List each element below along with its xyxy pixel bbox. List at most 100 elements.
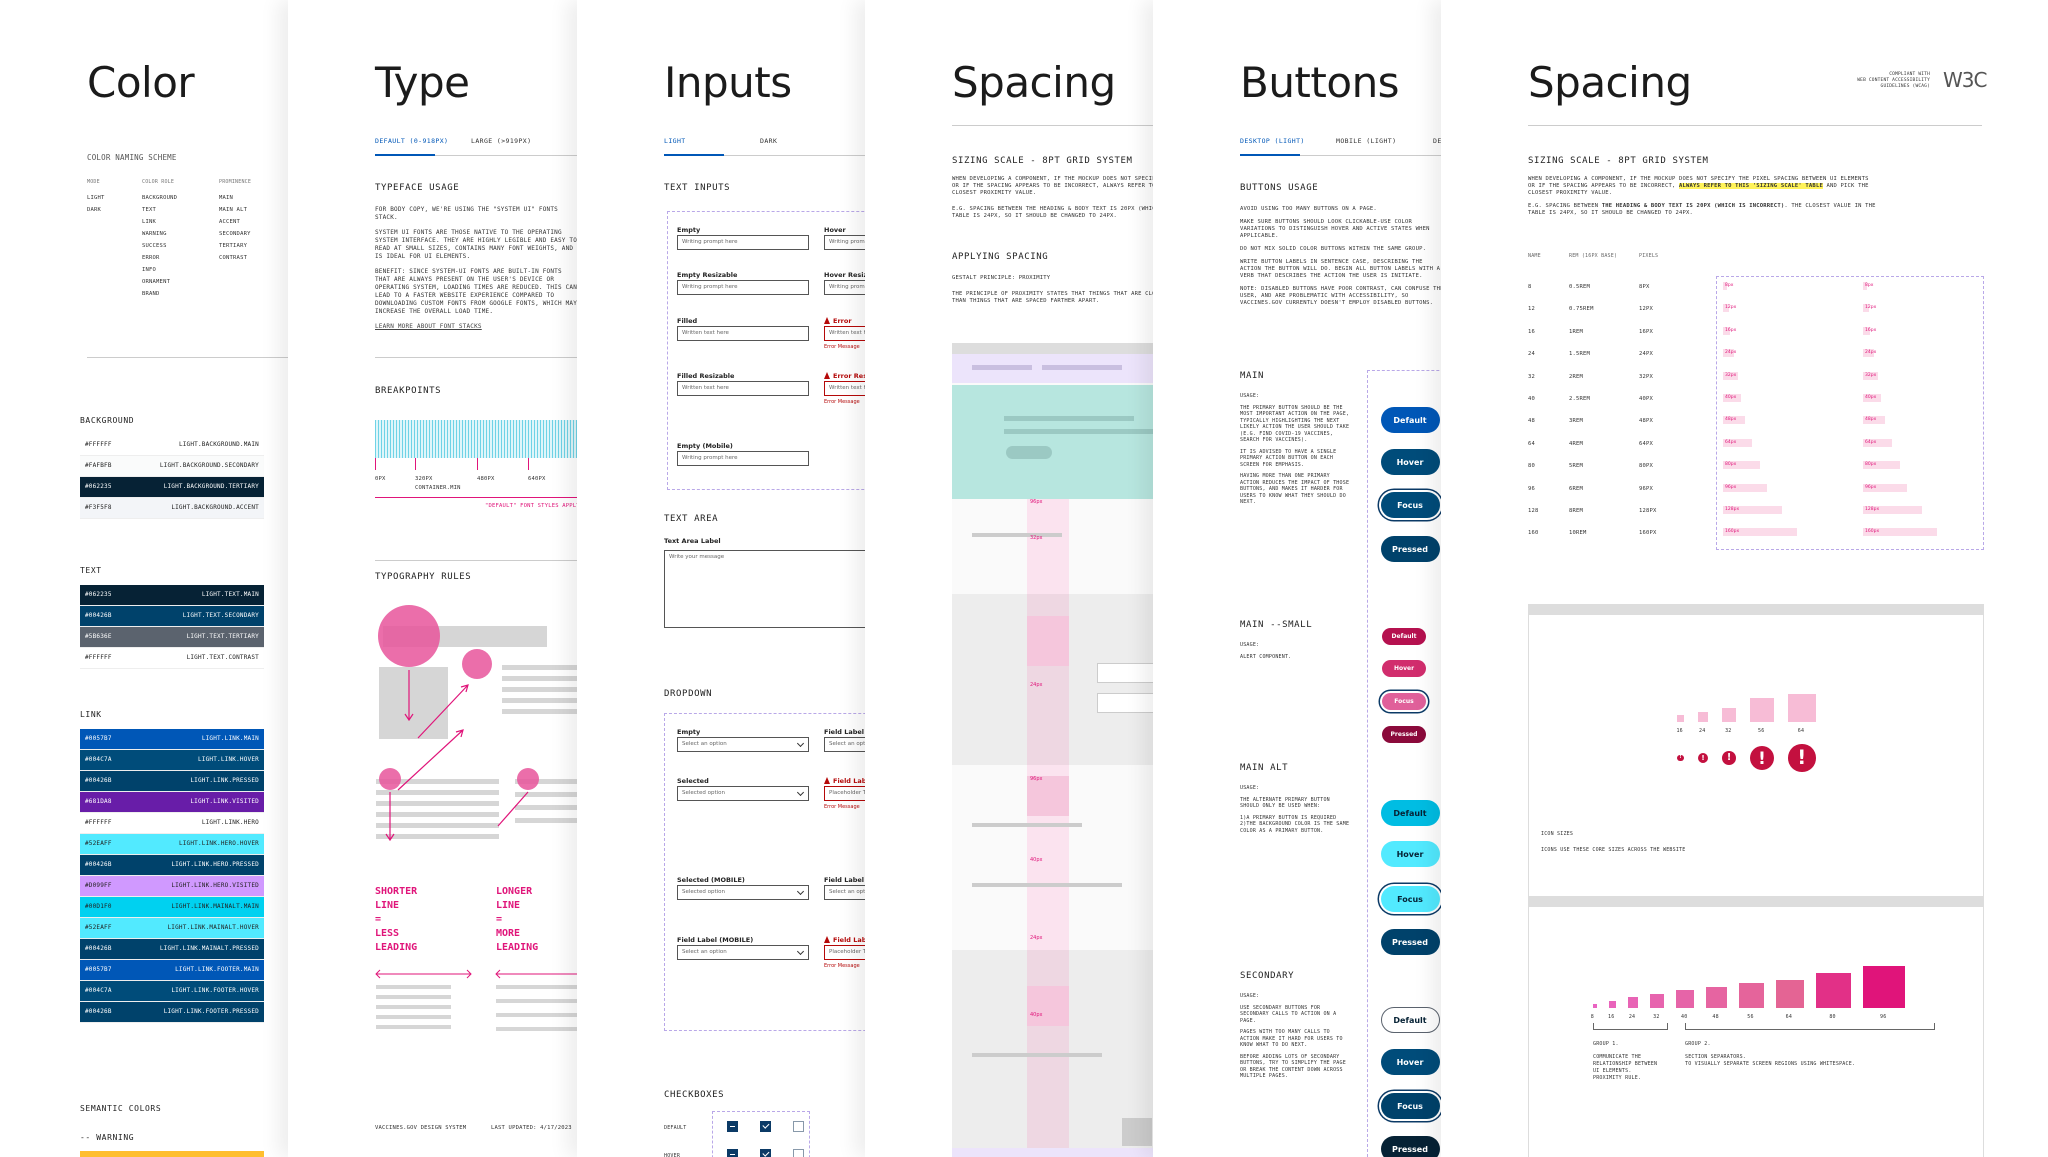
select[interactable]: Selected option [677,885,809,900]
bar-label: 32px [1725,372,1737,378]
button[interactable]: Default [1380,407,1440,433]
group-size-label: 64 [1785,1014,1793,1020]
section-heading: APPLYING SPACING [952,252,1049,262]
row-px: 80PX [1639,463,1654,470]
paragraph: FOR BODY COPY, WE'RE USING THE "SYSTEM U… [375,206,558,221]
group-size-label: 8 [1590,1014,1594,1020]
text-input[interactable]: Written text here [677,381,809,396]
swatch-hex: #004C7A [85,756,112,763]
bar-label: 48px [1725,417,1737,423]
button[interactable]: Default [1382,628,1426,645]
row-rem: 0.5REM [1569,284,1591,290]
breakpoint-label: 640PX [528,476,546,482]
alert-icon: ! [1677,754,1684,762]
error-message: Error Message [824,963,860,969]
section-heading: COLOR NAMING SCHEME [87,153,177,162]
button[interactable]: Hover [1380,841,1440,867]
field-label: Empty [677,226,701,234]
button[interactable]: Focus [1380,886,1440,912]
checkbox[interactable] [760,1149,771,1157]
select[interactable]: Select an option [677,945,809,960]
button[interactable]: Pressed [1380,1136,1440,1157]
alert-icon: ! [1722,751,1736,765]
checkbox[interactable] [760,1121,771,1132]
group-heading: MAIN --SMALL [1240,620,1313,630]
spacing-bar [1723,461,1760,470]
button[interactable]: Pressed [1382,726,1426,743]
button[interactable]: Default [1380,800,1440,826]
table-header: NAME [1528,253,1541,259]
usage-text: USAGE: [1240,993,1260,999]
text-input[interactable]: Writing prompt here [677,280,809,295]
select[interactable]: Selected option [677,786,809,801]
select[interactable]: Select an option [677,737,809,752]
button[interactable]: Default [1380,1007,1440,1033]
bar-label: 128px [1865,507,1880,512]
swatch: #062235 LIGHT.TEXT.MAIN [80,585,264,606]
swatch-token: LIGHT.BACKGROUND.TERTIARY [163,483,259,490]
row-px: 160PX [1639,530,1657,537]
group-usage: USAGE: THE PRIMARY BUTTON SHOULD BE THE M… [1240,393,1352,511]
button[interactable]: Pressed [1380,929,1440,955]
rule-line: LEADING [375,942,418,953]
usage-text: HAVING MORE THAN ONE PRIMARY ACTION REDU… [1240,473,1350,505]
swatch-hex: #0057B7 [85,966,112,973]
button[interactable]: Focus [1380,1093,1440,1119]
row-rem: 4REM [1569,440,1584,447]
column-header: PROMINENCE [219,179,252,185]
naming-item: TEXT [142,207,157,213]
group-size-label: 16 [1608,1014,1615,1020]
spacing-bar [1723,416,1746,425]
button[interactable]: Pressed [1380,536,1440,562]
footer-text: LAST UPDATED: 4/17/2023 [491,1125,572,1131]
section-heading: TYPOGRAPHY RULES [375,572,472,582]
section-heading: BUTTONS USAGE [1240,183,1319,193]
button[interactable]: Focus [1380,492,1440,518]
palette-subheading: -- WARNING [80,1133,135,1142]
alert-icon: ! [1697,752,1709,764]
row-rem: 1REM [1569,328,1584,335]
section-heading: BREAKPOINTS [375,386,442,396]
spacing-bar [1863,506,1922,514]
checkbox[interactable] [727,1121,738,1132]
icon-square [1722,708,1736,722]
text-input[interactable]: Written text here [677,326,809,341]
rule-line: SHORTER [375,886,418,897]
row-name: 64 [1528,440,1536,447]
bar-label: 24px [1865,350,1877,356]
breakpoint-tick [415,458,416,470]
checkbox[interactable] [793,1149,804,1157]
wcag-line: WEB CONTENT ACCESSIBILITY [1857,78,1930,83]
button[interactable]: Hover [1380,1049,1440,1075]
swatch-token: LIGHT.TEXT.SECONDARY [182,612,259,619]
button[interactable]: Focus [1382,693,1426,710]
wcag-text: COMPLIANT WITH WEB CONTENT ACCESSIBILITY G… [1857,72,1930,90]
section-heading: CHECKBOXES [664,1090,725,1100]
paragraph: WRITE BUTTON LABELS IN SENTENCE CASE, DE… [1240,259,1441,279]
button[interactable]: Hover [1382,660,1426,677]
bar-label: 160px [1725,529,1740,535]
icon-size-label: 32 [1725,728,1732,734]
paragraph: E.G. SPACING BETWEEN THE HEADING & BODY … [1528,203,1878,217]
rule-line: LINE [496,900,521,911]
group-square [1705,986,1727,1008]
naming-item: ORNAMENT [142,279,171,285]
divider [87,357,330,358]
checkbox[interactable] [727,1149,738,1157]
checkbox[interactable] [793,1121,804,1132]
text-input[interactable]: Writing prompt here [677,235,809,250]
button[interactable]: Hover [1380,449,1440,475]
text-run: AND PICK THE CLOSEST PROXIMITY VALUE. [1528,183,1869,196]
text-input[interactable]: Writing prompt here [677,451,809,466]
group-text: COMMUNICATE THE RELATIONSHIP BETWEEN UI EL… [1593,1054,1657,1082]
divider [1528,125,1982,126]
link[interactable]: LEARN MORE ABOUT FONT STACKS [375,323,482,330]
swatch-token: LIGHT.LINK.PRESSED [190,777,259,784]
breakpoint-label: 0PX [375,476,386,482]
spacing-bar [1723,371,1738,380]
spacing-bar [1723,282,1727,290]
swatch: #D099FF LIGHT.LINK.HERO.VISITED [80,876,264,897]
icon-size-label: 56 [1758,728,1765,734]
